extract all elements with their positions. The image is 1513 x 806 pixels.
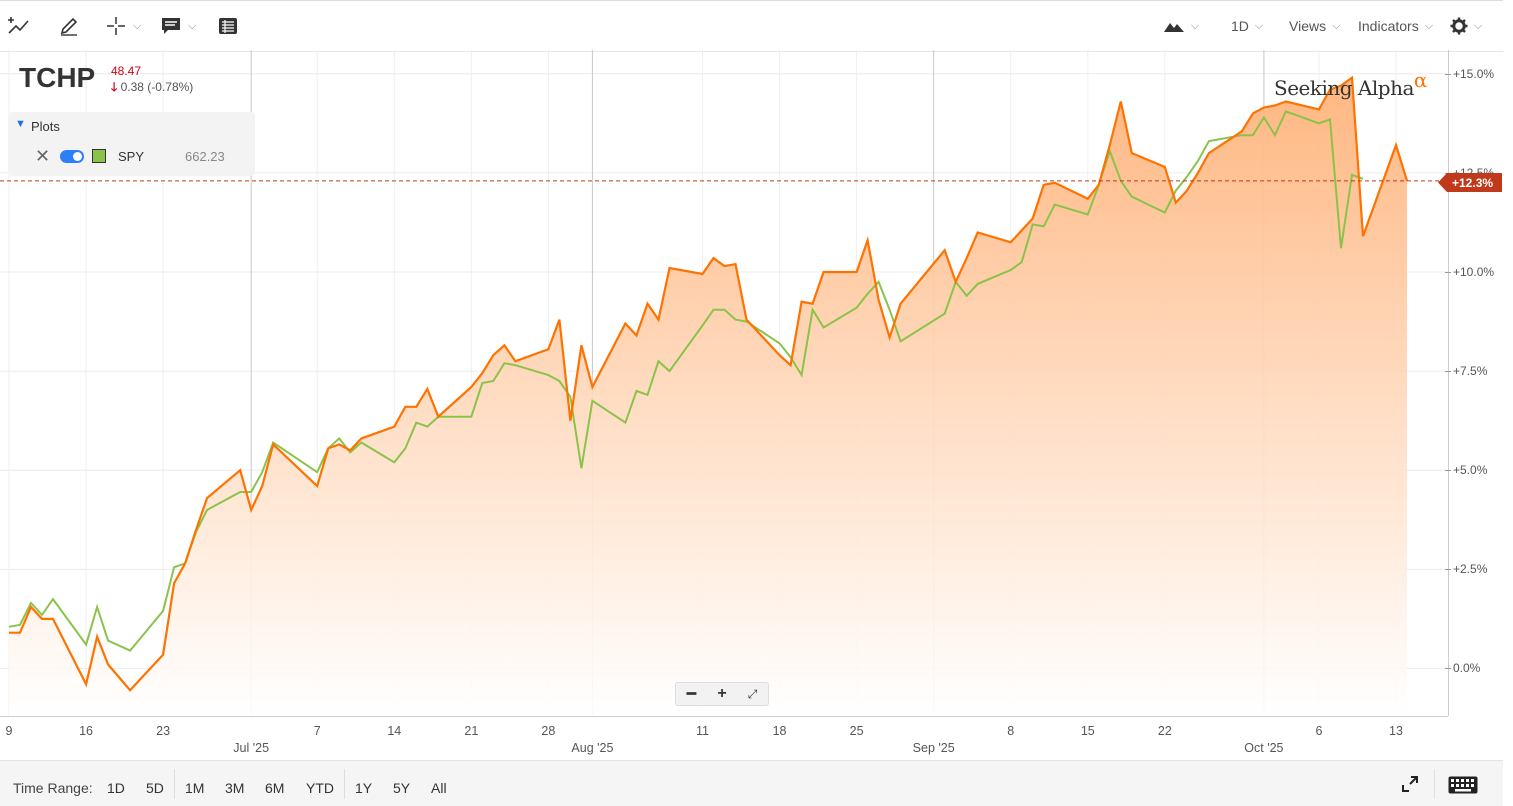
y-tick-mark [1445,470,1451,472]
x-tick-label: 11 [696,724,709,738]
x-month-label: Sep '25 [912,741,955,755]
price-change-value: 0.38 (-0.78%) [120,80,194,94]
time-range-label: Time Range: [13,780,93,796]
views-button[interactable]: Views ⌵ [1289,15,1340,37]
plots-panel: ▼ Plots ✕ SPY 662.23 [8,112,255,176]
x-tick-label: 6 [1315,724,1323,738]
divider [174,769,175,799]
y-tick-mark [1445,73,1451,75]
x-month-label: Jul '25 [233,741,270,755]
x-tick-label: 22 [1157,724,1172,738]
x-tick-label: 8 [1007,724,1015,738]
x-axis [0,716,1448,717]
current-value-tag [1438,173,1502,192]
y-tick-label: +2.5% [1453,562,1488,577]
plot-name: SPY [118,149,145,164]
pencil-icon[interactable] [58,15,80,37]
series-line-tchp [9,75,1409,692]
x-month-label: Oct '25 [1244,741,1284,755]
x-tick-label: 21 [464,724,479,738]
range-1m[interactable]: 1M [185,780,205,796]
plots-title: Plots [31,119,60,134]
chevron-down-icon: ⌵ [1191,19,1200,32]
plot-toggle[interactable] [60,150,84,163]
x-tick-label: 23 [156,724,171,738]
annotation-icon[interactable]: ⌵ [160,15,196,37]
price-chart[interactable] [0,50,1448,716]
divider [344,769,345,799]
interval-label: 1D [1231,18,1249,34]
range-6m[interactable]: 6M [265,780,285,796]
time-range-bar: Time Range: 1D 5D 1M 3M 6M YTD 1Y 5Y All [0,760,1503,806]
current-value-label: +12.3% [1452,176,1494,190]
last-price: 48.47 [111,64,142,78]
chevron-down-icon: ⌵ [1474,19,1483,32]
range-ytd[interactable]: YTD [306,780,334,796]
y-tick-mark [1445,371,1451,373]
x-tick-label: 25 [849,724,864,738]
arrow-down-icon: 🡓 [111,80,118,94]
indicators-button[interactable]: Indicators ⌵ [1358,15,1433,37]
range-all[interactable]: All [431,780,447,796]
price-change: 🡓 0.38 (-0.78%) [111,78,193,99]
range-1d[interactable]: 1D [107,780,125,796]
zoom-out-icon[interactable]: ━ [686,686,697,703]
tchp-area [9,77,1407,716]
x-tick-label: 15 [1080,724,1095,738]
range-1y[interactable]: 1Y [355,780,373,796]
reset-zoom-icon[interactable]: ⤢ [747,686,758,701]
y-tick-mark [1445,272,1451,273]
draw-trendline-icon[interactable] [6,15,32,37]
x-month-label: Aug '25 [571,741,614,755]
remove-plot-icon[interactable]: ✕ [35,146,51,166]
x-tick-label: 16 [79,724,93,738]
interval-button[interactable]: 1D ⌵ [1231,15,1263,37]
x-tick-label: 7 [313,724,321,738]
plot-value: 662.23 [185,149,225,164]
x-tick-label: 13 [1389,724,1403,738]
fullscreen-icon[interactable] [1400,774,1420,799]
x-tick-label: 14 [387,724,402,738]
range-5d[interactable]: 5D [146,780,164,796]
zoom-controls: ━ + ⤢ [675,682,769,706]
crosshair-icon[interactable]: ⌵ [105,15,141,37]
news-icon[interactable] [217,15,239,37]
range-3m[interactable]: 3M [225,780,245,796]
y-tick-label: +10.0% [1453,265,1495,279]
series-line-spy [8,110,1364,652]
y-tick-label: +15.0% [1453,66,1495,81]
collapse-triangle-icon[interactable]: ▼ [15,118,26,130]
toggle-knob [73,152,82,161]
chevron-down-icon: ⌵ [188,19,197,32]
plot-color-swatch[interactable] [92,149,106,163]
y-tick-label: +7.5% [1453,364,1488,379]
keyboard-icon[interactable] [1448,776,1478,799]
y-tick-label: 0.0% [1453,661,1481,676]
divider [1434,769,1435,799]
seeking-alpha-logo: Seeking Alphaα [1274,68,1427,100]
chevron-down-icon: ⌵ [1332,19,1341,32]
x-tick-label: 9 [5,724,13,738]
gear-icon [1450,17,1468,35]
alpha-mark: α [1413,68,1428,92]
range-5y[interactable]: 5Y [393,780,411,796]
y-tick-mark [1445,668,1451,670]
y-tick-mark [1445,569,1451,571]
ticker-symbol: TCHP [19,62,96,93]
settings-button[interactable]: ⌵ [1450,15,1482,37]
chevron-down-icon: ⌵ [1424,19,1434,32]
zoom-in-icon[interactable]: + [717,685,727,702]
chart-toolbar: ⌵ ⌵ ⌵ 1D ⌵ Views ⌵ Indicators ⌵ ⌵ [0,0,1503,52]
chevron-down-icon: ⌵ [1254,19,1264,32]
indicators-label: Indicators [1358,18,1419,34]
x-tick-label: 28 [541,724,556,738]
y-axis [1448,50,1504,716]
mountain-icon [1164,23,1184,32]
chart-type-button[interactable]: ⌵ [1163,15,1199,37]
logo-text: Seeking Alpha [1274,76,1414,100]
y-tick-label: +5.0% [1453,463,1488,478]
views-label: Views [1289,18,1327,34]
x-tick-label: 18 [772,724,787,738]
chevron-down-icon: ⌵ [133,19,142,32]
